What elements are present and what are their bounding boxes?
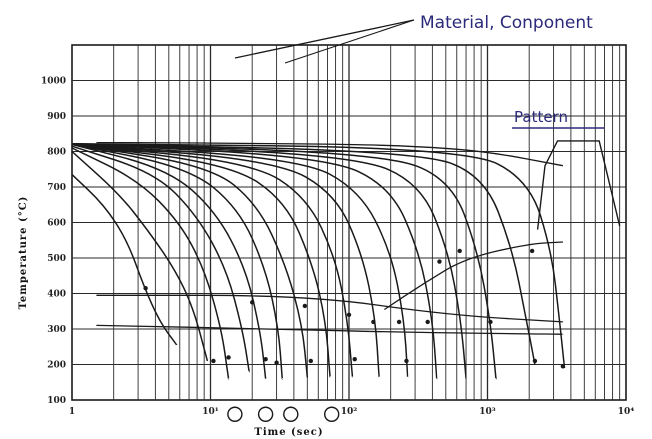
cooling-curve (71, 142, 467, 380)
material-annotation: Material, Conponent (234, 13, 593, 64)
transformation-line (96, 141, 564, 167)
circle-marker (227, 406, 243, 422)
y-tick-label: 900 (47, 112, 66, 122)
grid (71, 44, 627, 401)
x-axis-title: Time (sec) (254, 427, 323, 438)
y-tick-label: 400 (47, 290, 66, 300)
curve-marker (404, 358, 409, 364)
curve-marker (437, 259, 442, 264)
cooling-curve (71, 150, 209, 362)
curve-marker (308, 358, 314, 364)
y-axis-title: Temperature (°C) (18, 196, 29, 310)
curve-marker (263, 356, 268, 362)
circle-marker (257, 406, 274, 422)
curve-marker (211, 358, 216, 364)
cooling-curve (71, 143, 380, 378)
curve-marker (425, 319, 430, 325)
data-markers (143, 248, 566, 422)
curve-marker (249, 300, 255, 305)
curve-marker (302, 303, 308, 309)
y-tick-label: 1000 (41, 77, 66, 87)
material-annotation-text: Material, Conponent (420, 13, 593, 33)
transformation-line (96, 324, 564, 335)
cooling-curve (71, 143, 284, 380)
cooling-curve (71, 143, 354, 378)
cooling-curve (71, 143, 331, 378)
curve-marker (488, 319, 493, 325)
transformation-line (384, 241, 563, 311)
cooling-curve (71, 147, 230, 380)
curve-marker (371, 319, 376, 325)
cooling-curve (71, 142, 497, 380)
curve-marker (352, 356, 357, 362)
material-pointer (284, 19, 415, 64)
y-tick-label: 800 (47, 148, 66, 158)
y-tick-label: 500 (47, 254, 66, 264)
curve-marker (143, 285, 148, 291)
cooling-curves (71, 142, 566, 380)
cooling-curve (71, 142, 438, 380)
y-tick-label: 100 (47, 396, 66, 406)
y-tick-label: 700 (47, 183, 66, 193)
cooling-curve (71, 142, 536, 365)
curve-marker (532, 358, 538, 364)
x-tick-label: 10⁴ (618, 407, 635, 417)
x-tick-label: 10³ (479, 407, 496, 417)
curve-marker (226, 355, 231, 360)
material-pointer (234, 19, 415, 59)
pattern-annotation: Pattern (512, 108, 621, 230)
cooling-curve (71, 143, 267, 379)
y-tick-label: 600 (47, 219, 66, 229)
cooling-curve (71, 145, 250, 373)
tick-labels: 100 200 300 400 500 600 700 800 900 1000 1 10¹ 10² 10… (41, 77, 634, 418)
pattern-annotation-text: Pattern (514, 108, 568, 126)
transformation-line (96, 294, 564, 323)
x-tick-label: 1 (69, 407, 75, 417)
circle-marker (283, 406, 299, 422)
cooling-curve (71, 142, 566, 369)
cooling-curve (71, 174, 178, 346)
pattern-sketch (536, 140, 621, 230)
transformation-lines (96, 141, 564, 335)
cooling-curve (71, 143, 309, 378)
y-tick-label: 300 (47, 325, 66, 335)
curve-marker (346, 312, 352, 317)
y-tick-label: 200 (47, 361, 66, 371)
x-tick-label: 10¹ (202, 407, 219, 417)
curve-marker (274, 360, 279, 365)
curve-marker (457, 248, 462, 254)
x-tick-label: 10² (341, 407, 358, 417)
curve-marker (396, 319, 402, 325)
curve-marker (560, 364, 566, 369)
circle-marker (323, 406, 340, 422)
curve-marker (529, 248, 535, 254)
cooling-curve (71, 143, 409, 378)
